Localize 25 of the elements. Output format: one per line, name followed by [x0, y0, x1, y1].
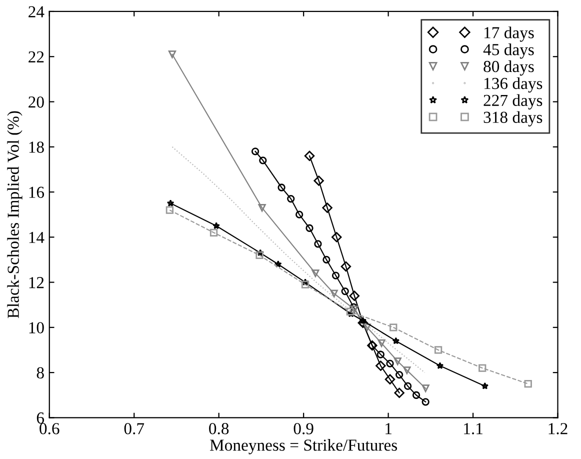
legend-label: 136 days [484, 77, 542, 93]
x-tick-label: 1.1 [464, 423, 482, 434]
x-tick-label: 0.7 [124, 423, 144, 434]
y-tick-label: 10 [29, 322, 44, 334]
y-tick-label: 14 [29, 232, 44, 243]
legend-label: 17 days [484, 26, 534, 42]
y-tick-label: 24 [28, 6, 44, 18]
legend-label: 80 days [484, 60, 534, 76]
legend-label: 45 days [483, 44, 534, 59]
y-tick-label: 18 [29, 142, 44, 153]
y-axis-title: Black-Scholes Implied Vol (%) [7, 111, 22, 318]
y-tick-label: 12 [29, 277, 44, 288]
x-tick-label: 0.6 [40, 423, 60, 434]
y-tick-label: 20 [28, 96, 44, 108]
legend-label: 318 days [484, 111, 542, 126]
y-tick-label: 8 [36, 367, 44, 378]
x-axis-title: Moneyness = Strike/Futures [210, 439, 398, 454]
legend-label: 227 days [484, 94, 542, 110]
y-tick-label: 16 [29, 186, 44, 198]
x-tick-label: 0.9 [294, 423, 314, 434]
x-tick-label: 0.8 [209, 423, 229, 434]
x-tick-label: 1 [386, 423, 392, 434]
y-tick-label: 6 [36, 412, 44, 424]
y-tick-label: 22 [28, 51, 44, 62]
x-tick-label: 1.2 [548, 423, 568, 434]
